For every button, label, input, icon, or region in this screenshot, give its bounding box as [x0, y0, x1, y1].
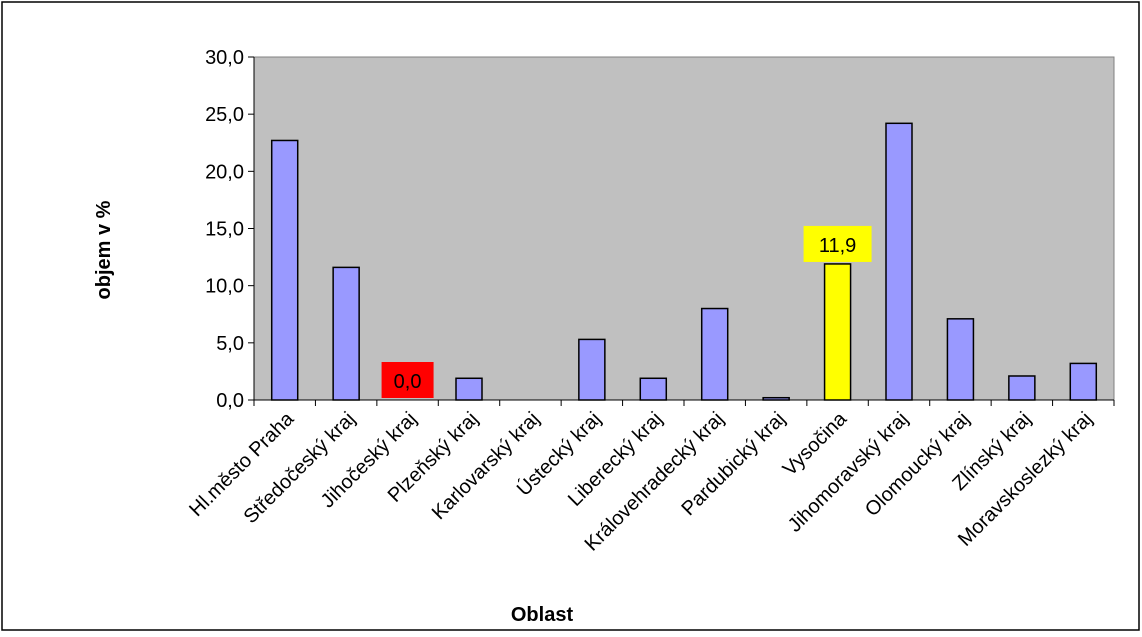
y-axis-title: objem v % [93, 200, 115, 299]
bar [639, 377, 668, 401]
bar [270, 139, 299, 401]
bar [578, 338, 606, 401]
bar [1069, 362, 1098, 401]
data-label-box [381, 362, 434, 398]
y-tick-label: 15,0 [205, 219, 244, 241]
y-tick-label: 25,0 [205, 104, 244, 126]
bar [332, 266, 360, 401]
bar [455, 377, 483, 401]
y-axis-ticks: 0,0 5,0 10,0 15,0 20,0 25,0 30,0 [205, 47, 254, 412]
x-axis-title: Oblast [511, 604, 574, 626]
data-label-box [803, 225, 872, 262]
bar [1008, 375, 1036, 401]
y-tick-label: 5,0 [216, 333, 244, 355]
y-tick-label: 30,0 [205, 47, 244, 69]
y-tick-label: 10,0 [205, 276, 244, 298]
y-tick-label: 20,0 [205, 161, 244, 183]
data-labels: 0,0 11,9 [381, 225, 872, 398]
data-label: 11,9 [819, 235, 856, 257]
bar [885, 122, 913, 401]
bar [700, 307, 729, 401]
plot-area [253, 56, 1115, 401]
y-tick-label: 0,0 [216, 390, 244, 412]
bar [946, 318, 975, 401]
data-label: 0,0 [394, 371, 422, 393]
bar [823, 263, 852, 401]
x-axis-ticks [253, 400, 1115, 406]
